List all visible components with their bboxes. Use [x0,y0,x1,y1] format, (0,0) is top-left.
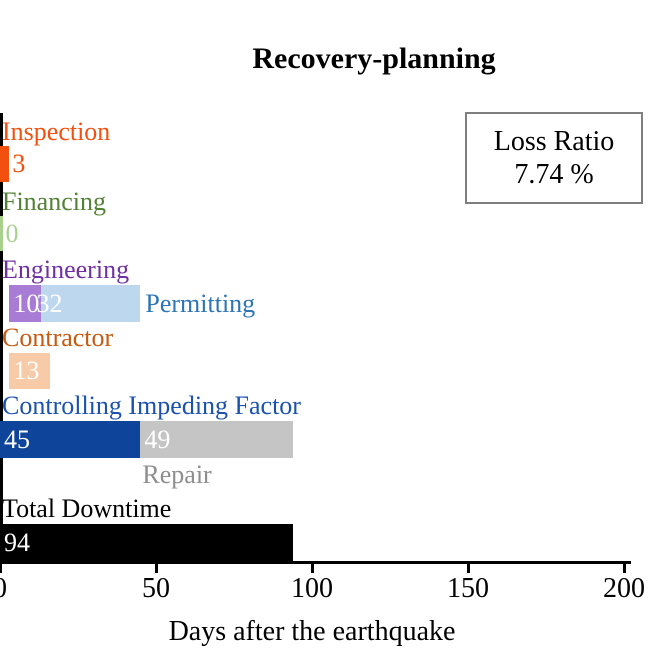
x-tick-label-0: 0 [0,573,7,604]
bar-controlling-impeding-factor-controlling-impeding-factor [0,421,141,458]
x-tick-label-50: 50 [142,573,170,604]
row-label-total-downtime: Total Downtime [2,494,172,523]
bar-value-permitting: 32 [36,289,63,318]
y-axis-line [0,113,3,563]
row-label-contractor: Contractor [2,323,114,352]
bar-value-total-downtime: 94 [4,528,30,557]
bar-engineering-engineering [9,285,41,322]
x-tick-label-100: 100 [291,573,333,604]
bar-total-downtime-total-downtime [0,524,294,561]
bar-financing-financing [0,216,3,251]
row-label-controlling-impeding-factor: Controlling Impeding Factor [2,391,301,420]
x-tick-0 [0,564,2,573]
row-label-inspection: Inspection [2,117,111,146]
x-axis-title: Days after the earthquake [168,616,456,647]
below-label-repair: Repair [142,460,212,489]
bar-controlling-impeding-factor-repair [140,421,294,458]
x-tick-200 [623,564,626,573]
x-tick-100 [311,564,314,573]
bar-value-engineering: 10 [13,289,40,318]
loss-ratio-box: Loss Ratio 7.74 % [465,112,643,204]
x-tick-label-200: 200 [603,573,645,604]
bar-contractor-contractor [9,353,50,389]
x-tick-50 [155,564,158,573]
bar-value-financing: 0 [5,219,19,248]
bar-value-repair: 49 [144,425,171,454]
row-label-engineering: Engineering [2,255,130,284]
x-tick-150 [467,564,470,573]
bar-engineering-permitting [40,285,141,322]
bar-value-contractor: 13 [13,356,40,385]
side-label-permitting: Permitting [145,289,256,318]
chart-title: Recovery-planning [252,42,496,75]
row-label-financing: Financing [2,187,106,216]
bar-value-inspection: 3 [12,149,26,178]
loss-ratio-value: 7.74 % [514,159,594,190]
loss-ratio-label: Loss Ratio [493,125,615,157]
x-axis-line [0,561,631,564]
bar-value-controlling-impeding-factor: 45 [4,425,30,454]
x-tick-label-150: 150 [447,573,489,604]
bar-inspection-inspection [0,146,10,182]
